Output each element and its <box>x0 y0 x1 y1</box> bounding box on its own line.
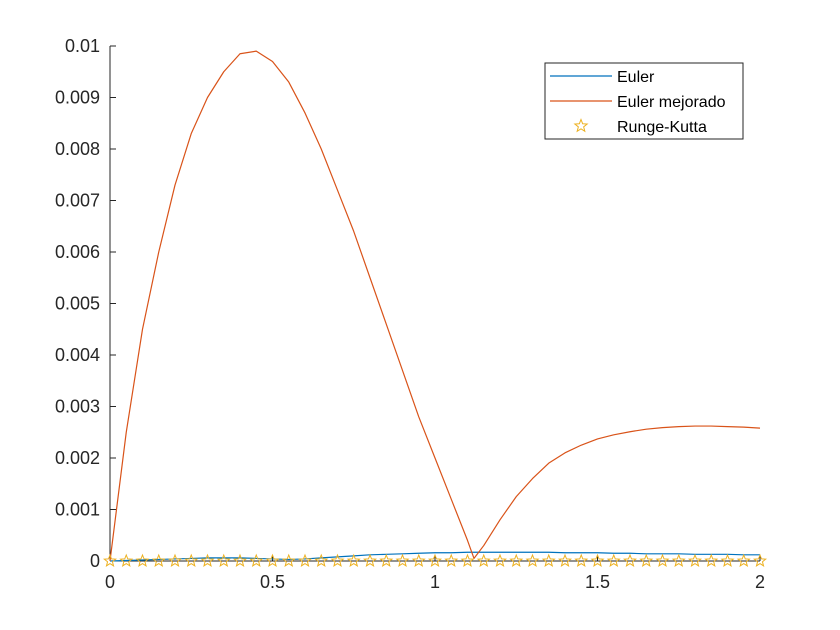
runge-kutta-marker <box>200 553 215 567</box>
runge-kutta-marker <box>135 553 150 567</box>
x-tick-label: 0.5 <box>260 572 285 592</box>
runge-kutta-marker <box>362 553 378 567</box>
y-tick-label: 0.002 <box>55 448 100 468</box>
runge-kutta-marker <box>574 553 589 567</box>
runge-kutta-marker <box>314 553 329 567</box>
runge-kutta-marker <box>720 553 735 567</box>
runge-kutta-marker <box>297 553 313 567</box>
runge-kutta-marker <box>557 553 573 567</box>
x-tick-label: 2 <box>755 572 765 592</box>
x-tick-label: 1 <box>430 572 440 592</box>
y-tick-label: 0.001 <box>55 500 100 520</box>
runge-kutta-marker <box>736 553 751 567</box>
runge-kutta-marker <box>427 553 443 567</box>
legend: Euler Euler mejorado Runge-Kutta <box>544 62 744 140</box>
runge-kutta-marker <box>460 553 475 567</box>
runge-kutta-marker <box>102 553 118 567</box>
runge-kutta-marker <box>411 553 426 567</box>
legend-label-euler: Euler <box>617 69 655 86</box>
y-tick-label: 0.009 <box>55 88 100 108</box>
runge-kutta-marker <box>216 553 231 567</box>
runge-kutta-marker <box>167 553 183 567</box>
runge-kutta-marker <box>330 553 345 567</box>
runge-kutta-marker <box>346 553 361 567</box>
runge-kutta-marker <box>395 553 410 567</box>
runge-kutta-marker <box>492 553 508 567</box>
runge-kutta-marker <box>265 553 280 567</box>
axes: 0 0.5 1 1.5 2 0 0.001 0.002 0.003 0.004 0.005 0.006… <box>55 36 765 592</box>
runge-kutta-marker <box>444 553 459 567</box>
runge-kutta-marker <box>704 553 719 567</box>
runge-kutta-marker <box>379 553 394 567</box>
runge-kutta-marker <box>509 553 524 567</box>
y-tick-label: 0.008 <box>55 139 100 159</box>
runge-kutta-marker <box>232 553 248 567</box>
runge-kutta-marker <box>281 553 296 567</box>
series-layer <box>102 50 768 567</box>
runge-kutta-marker <box>655 553 670 567</box>
y-tick-label: 0 <box>90 551 100 571</box>
runge-kutta-marker <box>606 553 621 567</box>
series-line-euler <box>109 551 760 562</box>
runge-kutta-marker <box>752 553 768 567</box>
runge-kutta-marker <box>639 553 654 567</box>
runge-kutta-marker <box>687 553 703 567</box>
legend-swatch-runge-kutta <box>573 118 589 133</box>
y-tick-label: 0.01 <box>65 36 100 56</box>
runge-kutta-marker <box>525 553 540 567</box>
legend-star-marker <box>573 118 589 133</box>
runge-kutta-marker <box>476 553 491 567</box>
runge-kutta-marker <box>590 553 605 567</box>
y-tick-label: 0.007 <box>55 191 100 211</box>
y-tick-label: 0.003 <box>55 397 100 417</box>
series-line-euler-mejorado <box>109 50 761 562</box>
runge-kutta-marker <box>671 553 686 567</box>
x-tick-label: 0 <box>105 572 115 592</box>
legend-label-runge-kutta: Runge-Kutta <box>617 119 707 136</box>
runge-kutta-marker <box>184 553 199 567</box>
runge-kutta-marker <box>119 553 134 567</box>
runge-kutta-marker <box>151 553 166 567</box>
x-tick-label: 1.5 <box>585 572 610 592</box>
runge-kutta-marker <box>541 553 556 567</box>
runge-kutta-marker <box>249 553 264 567</box>
y-tick-label: 0.004 <box>55 345 100 365</box>
legend-label-euler-mejorado: Euler mejorado <box>617 94 726 111</box>
y-tick-label: 0.005 <box>55 294 100 314</box>
y-tick-label: 0.006 <box>55 242 100 262</box>
runge-kutta-marker <box>622 553 638 567</box>
